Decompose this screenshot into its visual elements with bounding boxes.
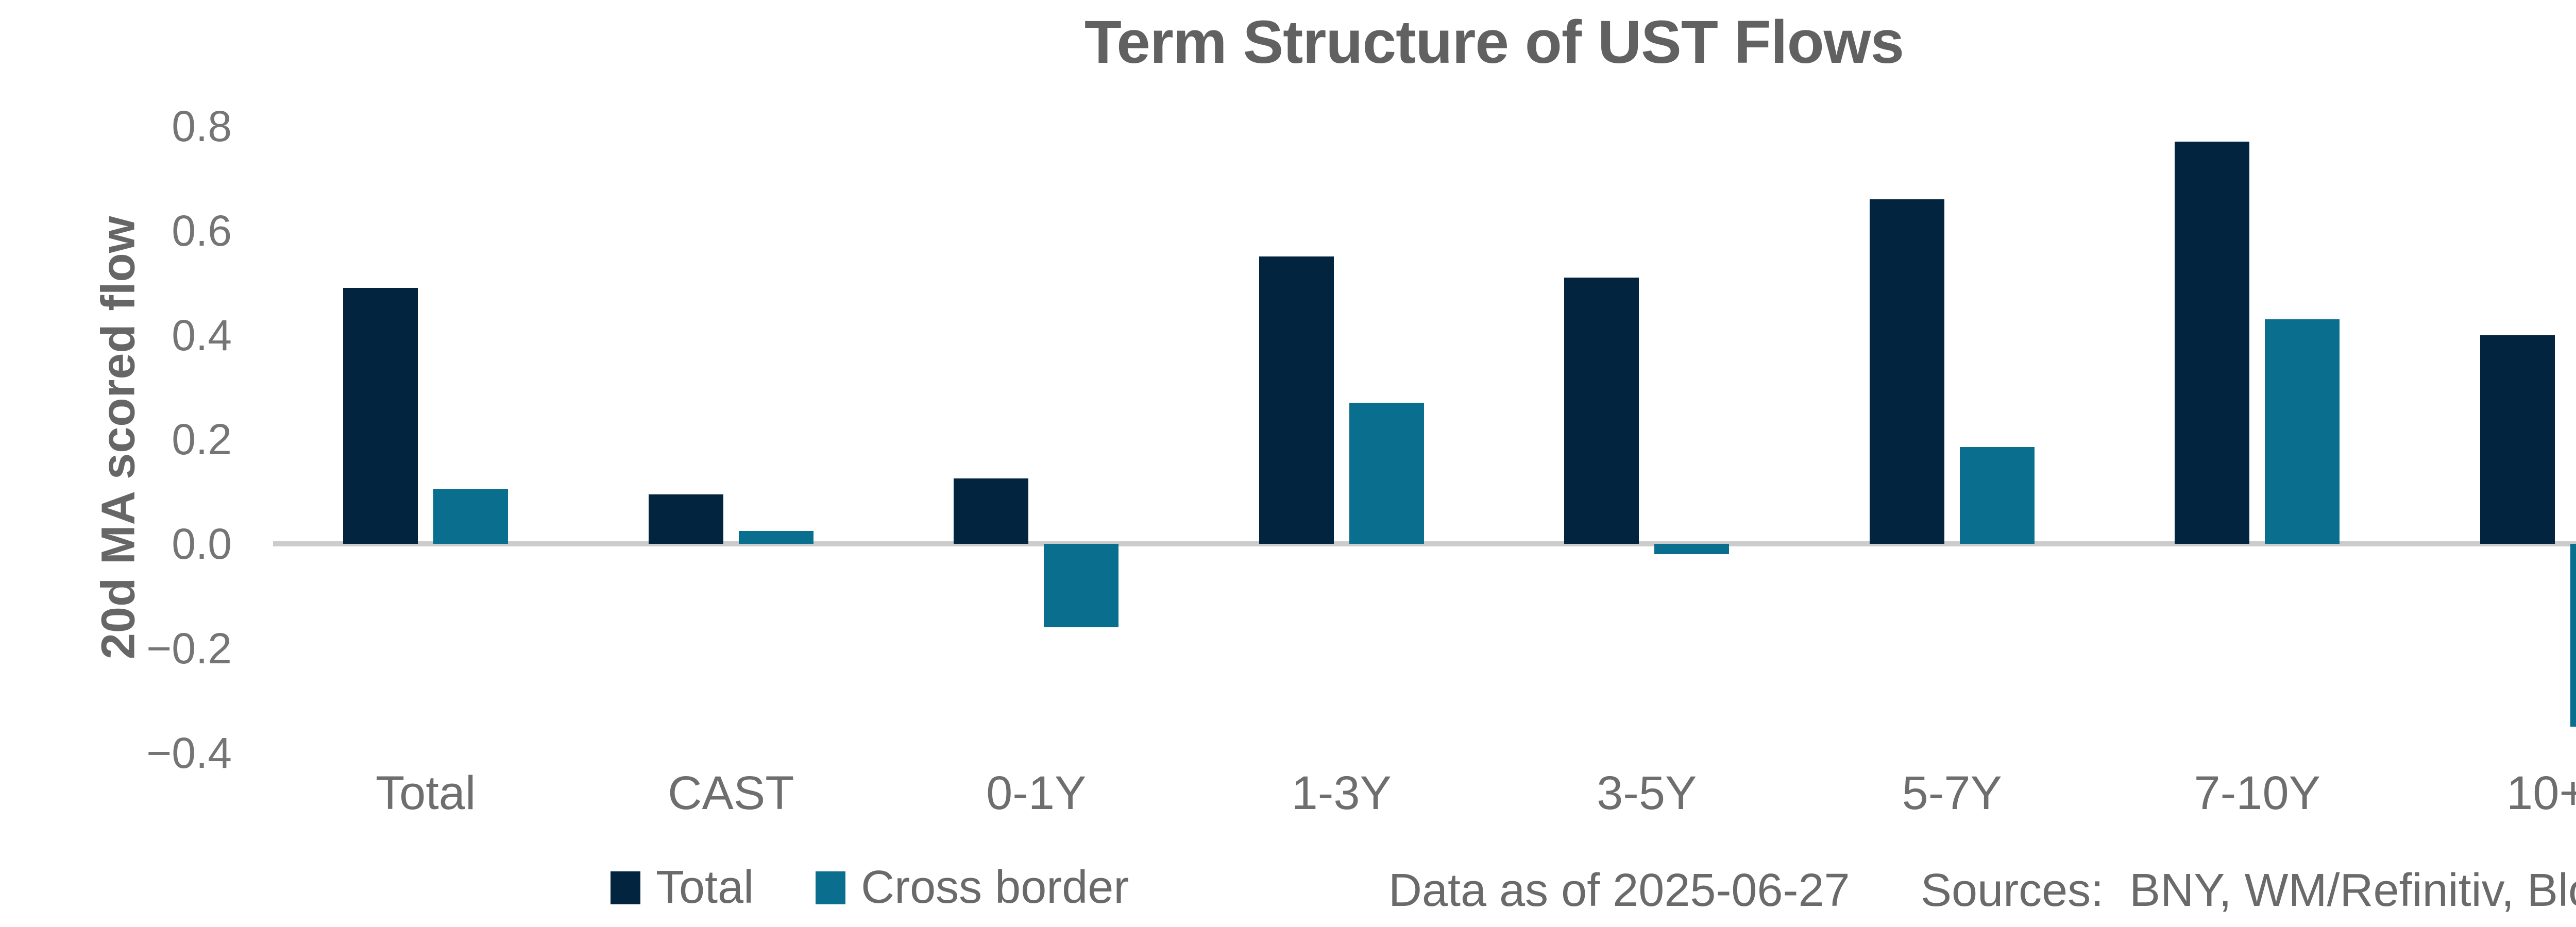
bar-total-cast: [648, 494, 723, 544]
chart-title: Term Structure of UST Flows: [1084, 8, 1904, 76]
bar-cross-border-1-3y: [1349, 403, 1424, 544]
bar-total-total: [343, 288, 418, 544]
x-tick-label-5-7y: 5-7Y: [1902, 767, 2002, 819]
x-tick-label-7-10y: 7-10Y: [2194, 767, 2321, 819]
y-tick-label-0-6: 0.6: [172, 206, 232, 255]
y-tick-label-0-2: 0.2: [172, 415, 232, 464]
bar-total-3-5y: [1564, 277, 1639, 544]
legend: Total Cross border: [611, 861, 1129, 914]
legend-item-total: Total: [611, 861, 754, 914]
bar-cross-border-0-1y: [1044, 544, 1119, 628]
x-tick-label-10-y: 10+Y: [2506, 767, 2576, 819]
legend-label-total: Total: [656, 862, 754, 913]
bar-total-7-10y: [2175, 142, 2250, 544]
footer-data-as-of: Data as of 2025-06-27: [1388, 865, 1850, 916]
bar-total-0-1y: [954, 478, 1029, 544]
bar-cross-border-5-7y: [1959, 447, 2035, 544]
legend-swatch-cross-border: [816, 871, 846, 904]
y-tick-label-0-4: −0.4: [146, 728, 232, 777]
x-tick-label-1-3y: 1-3Y: [1291, 767, 1392, 819]
x-tick-label-cast: CAST: [668, 767, 794, 819]
bar-cross-border-10-y: [2570, 544, 2576, 727]
bar-cross-border-cast: [738, 530, 814, 544]
legend-swatch-total: [611, 871, 640, 904]
x-tick-label-0-1y: 0-1Y: [986, 767, 1087, 819]
y-tick-label-0-0: 0.0: [172, 520, 232, 568]
bar-cross-border-total: [433, 489, 509, 544]
bar-total-1-3y: [1259, 256, 1334, 544]
bar-cross-border-3-5y: [1654, 544, 1730, 555]
y-tick-label-0-4: 0.4: [172, 311, 232, 359]
bar-total-10-y: [2480, 335, 2555, 544]
x-tick-label-total: Total: [376, 767, 476, 819]
legend-item-cross-border: Cross border: [816, 861, 1129, 914]
y-tick-label-0-8: 0.8: [172, 102, 232, 150]
x-tick-label-3-5y: 3-5Y: [1597, 767, 1697, 819]
bar-cross-border-7-10y: [2265, 319, 2340, 544]
footer-sources: Sources: BNY, WM/Refinitiv, Bloomberg: [1921, 865, 2576, 916]
y-tick-label-0-2: −0.2: [146, 624, 232, 673]
bar-total-5-7y: [1869, 199, 1944, 544]
legend-label-cross-border: Cross border: [861, 862, 1129, 913]
x-axis-zero-line: [273, 541, 2576, 546]
